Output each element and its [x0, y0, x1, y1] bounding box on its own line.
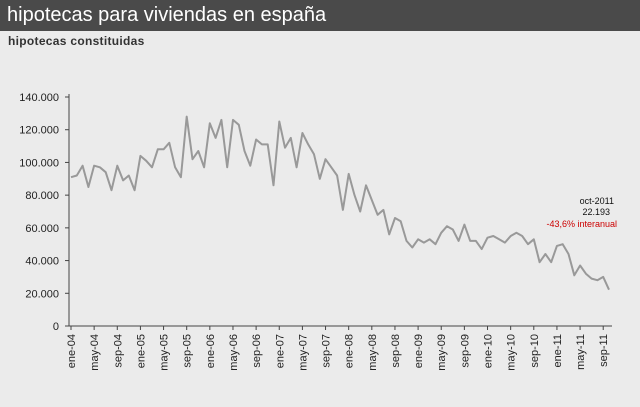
x-tick-label: may-04 — [89, 334, 101, 371]
annotation-change: -43,6% interanual — [546, 219, 617, 229]
y-tick-label: 20.000 — [25, 288, 59, 300]
chart-subtitle: hipotecas constituidas — [8, 34, 145, 48]
x-tick-label: sep-10 — [529, 334, 541, 368]
x-tick-label: sep-05 — [182, 334, 194, 368]
x-tick-label: sep-11 — [598, 334, 610, 367]
x-tick-label: may-07 — [297, 334, 309, 371]
x-tick-label: may-06 — [228, 334, 240, 371]
x-tick-label: ene-05 — [135, 334, 147, 368]
y-tick-label: 120.000 — [19, 125, 59, 137]
y-tick-label: 140.000 — [19, 92, 59, 104]
y-tick-label: 60.000 — [25, 223, 59, 235]
x-tick-label: may-10 — [506, 334, 518, 371]
x-tick-label: sep-08 — [390, 334, 402, 368]
x-tick-label: ene-04 — [66, 334, 78, 368]
x-tick-label: ene-10 — [483, 334, 495, 368]
x-tick-label: may-08 — [367, 334, 379, 371]
y-tick-label: 0 — [53, 321, 59, 333]
x-axis-ticks: ene-04 may-04 sep-04 ene-05 may-05 sep-05 ene-… — [66, 326, 610, 371]
axes — [68, 94, 612, 327]
x-tick-label: may-05 — [159, 334, 171, 371]
x-tick-label: sep-09 — [459, 334, 471, 368]
x-tick-label: ene-09 — [413, 334, 425, 368]
x-tick-label: ene-11 — [552, 334, 564, 367]
x-tick-label: sep-07 — [321, 334, 333, 368]
y-tick-label: 80.000 — [25, 190, 59, 202]
x-tick-label: sep-06 — [251, 334, 263, 368]
y-axis-ticks: 0 20.000 40.000 60.000 80.000 100.000 120.000 1… — [19, 92, 69, 333]
y-tick-label: 100.000 — [19, 157, 59, 169]
x-tick-label: may-11 — [575, 334, 587, 370]
x-tick-label: sep-04 — [112, 334, 124, 368]
annotation-value: 22.193 — [582, 207, 610, 217]
x-tick-label: ene-08 — [344, 334, 356, 368]
series-line — [70, 115, 610, 291]
chart-title: hipotecas para viviendas en españa — [7, 4, 327, 26]
x-tick-label: may-09 — [436, 334, 448, 371]
x-tick-label: ene-07 — [274, 334, 286, 368]
title-bar: hipotecas para viviendas en españa — [0, 0, 640, 31]
annotation-date: oct-2011 — [580, 196, 614, 206]
x-tick-label: ene-06 — [205, 334, 217, 368]
y-tick-label: 40.000 — [25, 256, 59, 268]
